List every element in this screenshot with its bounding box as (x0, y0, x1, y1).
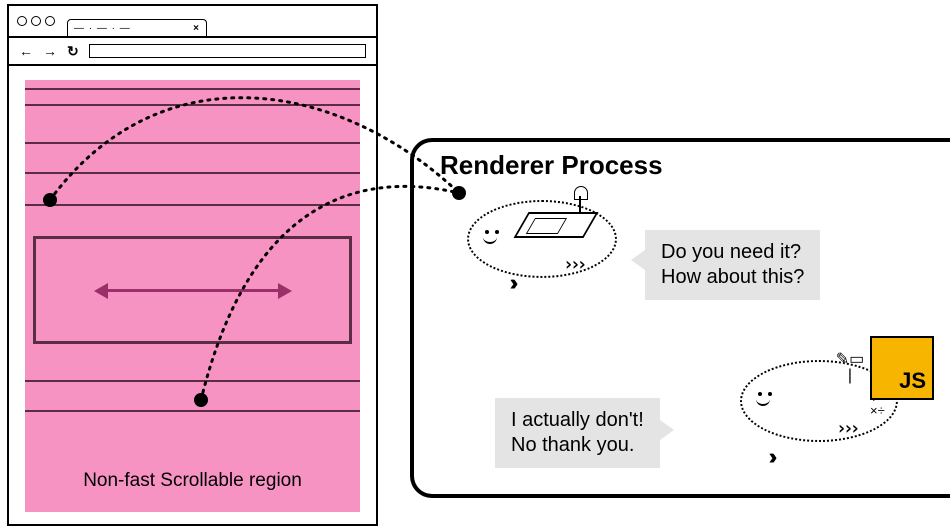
content-line (25, 88, 360, 90)
content-line (25, 204, 360, 206)
endpoint-dot (194, 393, 208, 407)
bubble-line: I actually don't! (511, 409, 644, 431)
tab-label: — · — · — (74, 23, 131, 34)
compositor-character: ››› ››› (467, 200, 617, 308)
js-block: JS (870, 336, 934, 400)
tools-icon: ✎▭| (830, 352, 870, 384)
bubble-tail-icon (660, 420, 674, 440)
browser-tab[interactable]: — · — · — × (67, 19, 207, 37)
region-caption: Non-fast Scrollable region (25, 470, 360, 492)
browser-toolbar: ← → ↻ (9, 38, 376, 66)
speech-bubble-top: Do you need it? How about this? (645, 230, 820, 300)
chevron-icon: ››› (563, 254, 584, 275)
window-controls (17, 16, 55, 26)
eye-icon (485, 230, 489, 234)
horizontal-scroll-box (33, 236, 352, 344)
content-line (25, 104, 360, 106)
tab-close-icon[interactable]: × (193, 23, 200, 34)
content-line (25, 410, 360, 412)
content-line (25, 380, 360, 382)
back-button[interactable]: ← (19, 43, 33, 59)
endpoint-dot (452, 186, 466, 200)
browser-viewport: Non-fast Scrollable region (9, 66, 376, 524)
endpoint-dot (43, 193, 57, 207)
browser-titlebar: — · — · — × (9, 6, 376, 38)
double-arrow-icon (108, 289, 278, 292)
speech-bubble-bottom: I actually don't! No thank you. (495, 398, 660, 468)
eye-icon (768, 392, 772, 396)
window-dot (45, 16, 55, 26)
js-label: JS (899, 368, 926, 394)
reload-button[interactable]: ↻ (67, 43, 79, 60)
eye-icon (758, 392, 762, 396)
window-dot (31, 16, 41, 26)
panel-title: Renderer Process (440, 150, 663, 181)
forward-button[interactable]: → (43, 43, 57, 59)
diagram-stage: — · — · — × ← → ↻ Non-fast Scrollable re… (0, 0, 950, 530)
window-dot (17, 16, 27, 26)
content-line (25, 172, 360, 174)
bubble-line: Do you need it? (661, 241, 801, 263)
non-fast-scrollable-region: Non-fast Scrollable region (25, 80, 360, 512)
content-line (25, 142, 360, 144)
eye-icon (495, 230, 499, 234)
bubble-line: How about this? (661, 266, 804, 288)
bubble-line: No thank you. (511, 434, 634, 456)
address-bar[interactable] (89, 44, 366, 58)
bubble-tail-icon (631, 250, 645, 270)
chevron-icon: ››› (836, 418, 857, 439)
lamp-icon (579, 196, 581, 214)
browser-window: — · — · — × ← → ↻ Non-fast Scrollable re… (7, 4, 378, 526)
